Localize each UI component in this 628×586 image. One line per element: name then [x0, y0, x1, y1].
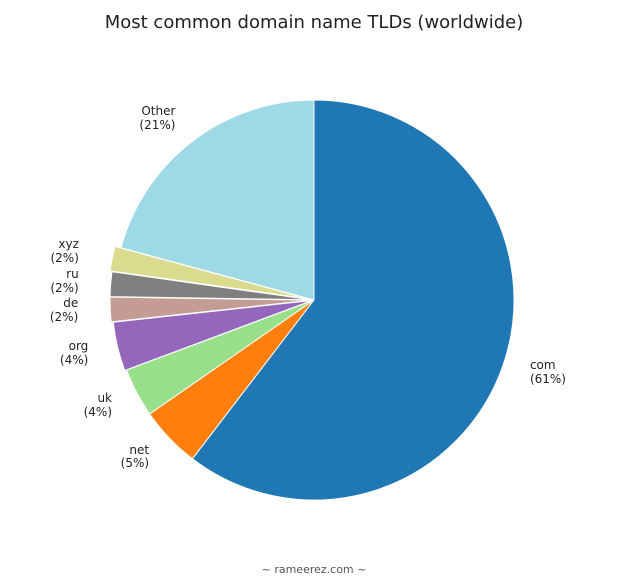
label-com: com(61%): [530, 359, 566, 387]
label-ru: ru(2%): [50, 268, 78, 296]
label-org: org(4%): [60, 340, 88, 368]
label-xyz: xyz(2%): [50, 238, 78, 266]
tld-pie-chart: Most common domain name TLDs (worldwide)…: [0, 0, 628, 586]
chart-credit: ~ rameerez.com ~: [0, 563, 628, 576]
label-other: Other(21%): [139, 105, 175, 133]
label-uk: uk(4%): [84, 392, 112, 420]
label-de: de(2%): [50, 297, 78, 325]
label-net: net(5%): [121, 444, 149, 472]
pie-svg: [0, 0, 628, 586]
